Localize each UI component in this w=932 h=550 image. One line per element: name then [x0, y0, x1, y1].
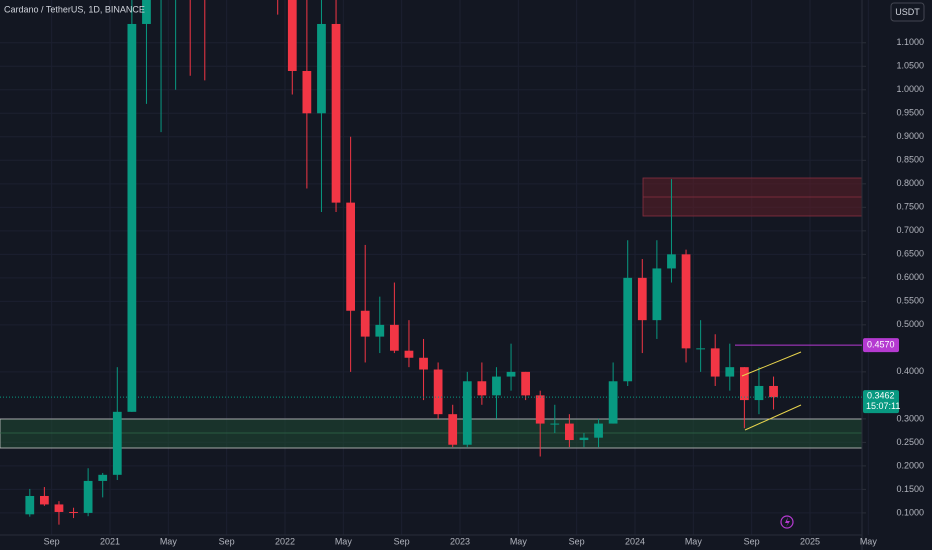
x-tick-label: May	[860, 536, 878, 546]
candle-body	[565, 423, 574, 441]
x-tick-label: Sep	[744, 536, 760, 546]
candle-body	[127, 23, 137, 412]
candle-body	[769, 385, 778, 398]
y-tick-label: 0.1500	[896, 484, 924, 494]
y-tick-label: 0.9500	[896, 108, 924, 118]
currency-button[interactable]	[890, 2, 925, 22]
x-tick-label: May	[510, 536, 528, 546]
x-tick-label: Sep	[394, 536, 410, 546]
countdown-label: 15:07:11	[866, 401, 900, 411]
y-tick-label: 1.0500	[896, 61, 924, 71]
x-tick-label: May	[685, 536, 703, 546]
y-tick-label: 0.4000	[896, 366, 924, 376]
candle-body	[448, 414, 458, 445]
x-tick-label: 2021	[100, 536, 120, 546]
last-price-tag	[863, 390, 899, 414]
y-tick-label: 0.5000	[896, 319, 924, 329]
y-tick-label: 0.6000	[896, 272, 924, 282]
candle-body	[54, 504, 64, 512]
candle-body	[754, 385, 764, 401]
candle-body	[740, 367, 749, 401]
candle-body	[404, 350, 414, 358]
candle-body	[681, 254, 691, 349]
candle-body	[142, 0, 151, 24]
y-tick-label: 0.7000	[896, 225, 924, 235]
last-price-label: 0.3462	[867, 391, 895, 401]
candle-body	[346, 202, 355, 311]
candle-body	[83, 480, 93, 513]
alert-bolt	[785, 517, 790, 527]
candle-body	[98, 474, 108, 481]
candle-body	[112, 411, 122, 475]
y-tick-label: 0.3000	[896, 413, 924, 423]
candle-body	[25, 495, 35, 515]
x-tick-label: Sep	[44, 536, 60, 546]
x-tick-label: 2024	[625, 536, 645, 546]
support-zone	[0, 418, 863, 449]
candle-body	[725, 367, 735, 377]
candle-body	[506, 371, 516, 377]
candle-body	[652, 268, 662, 321]
x-tick-label: May	[160, 536, 178, 546]
candle-body	[521, 371, 530, 396]
level-label: 0.4570	[867, 339, 895, 349]
candle-body	[375, 324, 385, 337]
x-tick-label: May	[335, 536, 353, 546]
x-tick-label: 2023	[450, 536, 470, 546]
level-tag	[863, 338, 899, 353]
chart-title: Cardano / TetherUS, 1D, BINANCE	[4, 4, 145, 14]
candle-body	[492, 376, 501, 396]
candle-body	[302, 70, 312, 114]
currency-label[interactable]: USDT	[895, 7, 920, 17]
candle-body	[287, 0, 297, 71]
candle-body	[462, 381, 472, 445]
candle-body	[608, 381, 618, 424]
x-tick-label: 2025	[800, 536, 820, 546]
y-tick-label: 0.8500	[896, 155, 924, 165]
y-tick-label: 0.7500	[896, 202, 924, 212]
alert-icon[interactable]	[780, 515, 794, 529]
candle-body	[550, 423, 560, 425]
candle-body	[433, 369, 443, 415]
candle-body	[331, 23, 341, 203]
y-tick-label: 0.6500	[896, 249, 924, 259]
y-tick-label: 0.8000	[896, 178, 924, 188]
x-tick-label: Sep	[219, 536, 235, 546]
x-tick-label: 2022	[275, 536, 295, 546]
y-tick-label: 0.1000	[896, 507, 924, 517]
y-tick-label: 0.2000	[896, 460, 924, 470]
candle-body	[477, 381, 487, 396]
y-tick-label: 0.2500	[896, 437, 924, 447]
candle-body	[710, 348, 720, 377]
y-tick-label: 1.0000	[896, 84, 924, 94]
plot	[25, 0, 778, 525]
candle-body	[40, 495, 49, 505]
candle-body	[594, 423, 603, 438]
candle-body	[696, 348, 705, 350]
candle-body	[317, 23, 326, 114]
y-tick-label: 0.9000	[896, 131, 924, 141]
x-tick-label: Sep	[569, 536, 585, 546]
candle-body	[579, 437, 589, 441]
candle-body	[390, 324, 399, 351]
y-tick-label: 1.1000	[896, 37, 924, 47]
candle-body	[419, 357, 428, 370]
y-tick-label: 0.5500	[896, 296, 924, 306]
candle-body	[360, 310, 370, 337]
candle-body	[637, 277, 647, 321]
candle-body	[69, 511, 78, 513]
candle-body	[667, 254, 676, 269]
candle-body	[623, 277, 633, 382]
candle-body	[535, 395, 545, 424]
channel-upper	[741, 351, 802, 377]
channel-lower	[744, 404, 802, 431]
